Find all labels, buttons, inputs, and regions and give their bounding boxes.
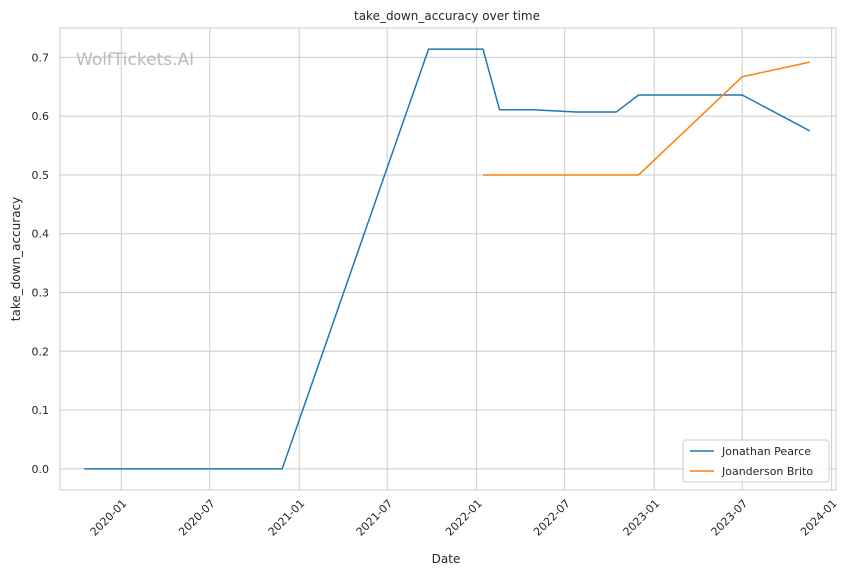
y-tick-label: 0.5 [32, 169, 50, 182]
x-tick-label: 2022-01 [443, 497, 485, 539]
y-tick-label: 0.3 [32, 287, 50, 300]
legend: Jonathan Pearce Joanderson Brito [683, 440, 829, 482]
x-tick-label: 2024-01 [798, 497, 840, 539]
y-tick-label: 0.2 [32, 345, 50, 358]
x-tick-label: 2020-01 [88, 497, 130, 539]
x-axis-label: Date [432, 552, 461, 566]
x-tick-label: 2020-07 [176, 497, 218, 539]
x-tick-label: 2022-07 [531, 497, 573, 539]
y-tick-label: 0.4 [32, 228, 50, 241]
series-line-1 [483, 62, 810, 175]
y-tick-label: 0.6 [32, 110, 50, 123]
y-tick-label: 0.0 [32, 463, 50, 476]
x-tick-label: 2021-07 [354, 497, 396, 539]
legend-label: Joanderson Brito [721, 465, 813, 478]
chart-title: take_down_accuracy over time [354, 9, 540, 23]
x-tick-label: 2023-01 [621, 497, 663, 539]
legend-label: Jonathan Pearce [721, 445, 811, 458]
y-tick-label: 0.1 [32, 404, 50, 417]
x-tick-label: 2023-07 [709, 497, 751, 539]
y-axis-label: take_down_accuracy [9, 197, 23, 321]
series-line-0 [84, 49, 809, 469]
watermark: WolfTickets.AI [76, 50, 194, 70]
x-tick-label: 2021-01 [266, 497, 308, 539]
y-tick-label: 0.7 [32, 51, 50, 64]
